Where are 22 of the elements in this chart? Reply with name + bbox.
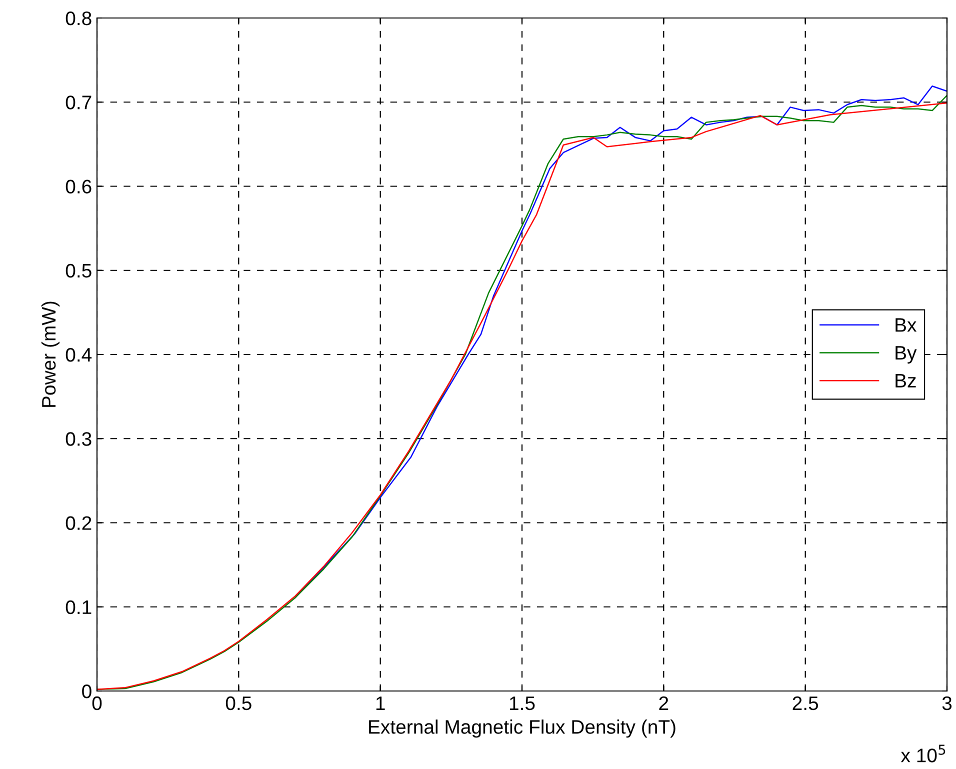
legend-label: By [896, 346, 917, 364]
x-tick-label: 1.5 [510, 696, 535, 710]
x-tick-label: 2 [659, 696, 668, 710]
y-tick-label: 0.8 [66, 11, 92, 26]
legend-label: Bx [896, 318, 917, 332]
x-tick-label: 0.5 [226, 696, 252, 710]
y-tick-label: 0 [82, 684, 92, 698]
x-tick-label: 0 [92, 696, 102, 710]
y-tick-label: 0.5 [66, 264, 92, 278]
x-axis-title: External Magnetic Flux Density (nT) [369, 720, 676, 738]
legend-label: Bz [896, 374, 916, 388]
y-axis-title: Power (mW) [41, 302, 60, 407]
y-tick-label: 0.2 [66, 516, 92, 530]
y-tick-label: 0.4 [66, 348, 92, 362]
x-tick-label: 3 [942, 696, 952, 710]
y-tick-label: 0.3 [66, 432, 92, 446]
text: x 10$^{5}$ [900, 744, 946, 762]
x-tick-label: 2.5 [792, 696, 818, 710]
y-tick-label: 0.7 [66, 96, 92, 110]
x-tick-label: 1 [376, 696, 385, 710]
y-tick-label: 0.1 [66, 600, 92, 614]
y-tick-label: 0.6 [66, 180, 92, 194]
